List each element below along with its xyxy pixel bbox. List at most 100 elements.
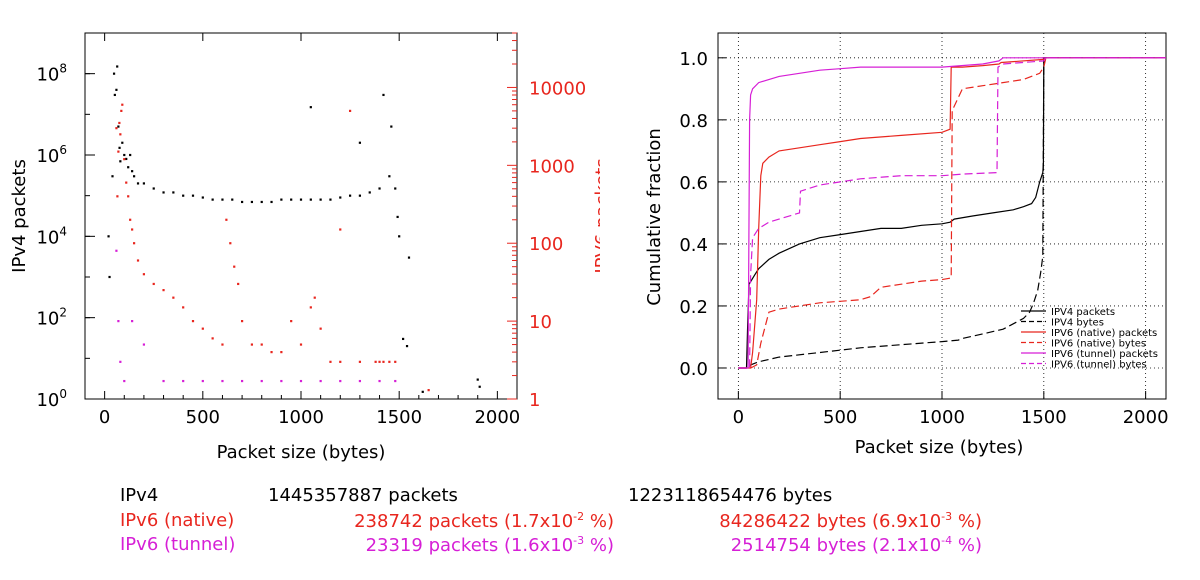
data-point xyxy=(142,343,146,346)
data-point xyxy=(339,360,342,363)
y-tick-label: 106 xyxy=(36,143,67,167)
data-point xyxy=(339,379,342,383)
data-point xyxy=(280,351,283,354)
byte-count: 2514754 bytes (2.1x10-4 %) xyxy=(730,534,982,556)
data-point xyxy=(394,187,397,190)
data-point xyxy=(119,160,122,163)
data-point xyxy=(309,306,312,309)
series-line xyxy=(738,57,1166,369)
y-tick-label: 1.0 xyxy=(679,49,708,70)
data-point xyxy=(358,379,362,383)
data-point xyxy=(191,194,195,197)
data-point xyxy=(107,235,110,238)
data-point xyxy=(378,360,381,363)
data-point xyxy=(116,65,119,68)
data-point xyxy=(260,379,263,383)
data-point xyxy=(201,196,204,199)
data-point xyxy=(358,360,362,363)
data-point xyxy=(191,320,195,323)
data-point xyxy=(280,379,283,383)
y-tick-label: 104 xyxy=(36,224,67,248)
data-point xyxy=(127,195,130,198)
data-point xyxy=(117,150,120,153)
x-axis-label: Packet size (bytes) xyxy=(217,442,386,463)
x-tick-label: 1500 xyxy=(376,407,422,428)
data-point xyxy=(221,198,224,201)
data-point xyxy=(231,198,234,201)
data-point xyxy=(329,198,332,201)
series-0 xyxy=(107,65,481,393)
data-point xyxy=(116,195,119,198)
data-point xyxy=(382,93,385,97)
data-point xyxy=(162,289,165,292)
data-point xyxy=(240,200,244,204)
data-point xyxy=(319,198,322,201)
data-point xyxy=(319,379,322,383)
data-point xyxy=(123,158,126,161)
traffic-summary: IPv4 1445357887 packets 1223118654476 by… xyxy=(0,480,1200,580)
data-point xyxy=(119,360,122,363)
data-point xyxy=(129,218,132,221)
legend-label: IPV4 bytes xyxy=(1051,318,1104,329)
data-point xyxy=(182,194,185,197)
data-point xyxy=(313,296,316,299)
y-tick-label: 102 xyxy=(36,306,67,330)
data-point xyxy=(131,320,134,323)
data-point xyxy=(221,343,224,346)
data-point xyxy=(390,125,393,128)
data-point xyxy=(121,141,124,144)
data-point xyxy=(299,379,303,383)
x-tick-label: 1000 xyxy=(919,407,965,428)
data-point xyxy=(309,106,312,109)
data-point xyxy=(398,235,401,238)
data-point xyxy=(121,103,124,106)
data-point xyxy=(250,200,254,204)
byte-count: 1223118654476 bytes xyxy=(628,485,833,506)
data-point xyxy=(115,88,118,91)
data-point xyxy=(118,121,121,125)
data-point xyxy=(172,296,175,299)
data-point xyxy=(120,109,123,112)
y2-tick-label: 1 xyxy=(529,390,540,411)
data-point xyxy=(115,127,118,130)
series-2 xyxy=(115,249,397,383)
data-point xyxy=(233,265,236,268)
data-point xyxy=(339,228,342,231)
legend-label: IPV4 packets xyxy=(1051,307,1115,318)
data-point xyxy=(280,198,283,201)
data-point xyxy=(125,157,128,161)
series-line xyxy=(738,57,1166,369)
data-point xyxy=(270,351,273,354)
data-point xyxy=(125,181,128,184)
data-point xyxy=(211,337,214,340)
data-point xyxy=(378,379,381,383)
data-point xyxy=(394,360,397,363)
row-label: IPv4 xyxy=(120,485,159,506)
series-line xyxy=(738,57,1166,369)
data-point xyxy=(250,343,254,346)
y-tick-label: 100 xyxy=(36,387,67,411)
data-point xyxy=(108,275,111,279)
data-point xyxy=(123,153,126,157)
data-point xyxy=(348,109,352,112)
row-label: IPv6 (native) xyxy=(120,510,235,531)
data-point xyxy=(476,378,479,381)
packet-count: 1445357887 packets xyxy=(268,485,458,506)
packet-count: 23319 packets (1.6x10-3 %) xyxy=(365,534,614,556)
data-point xyxy=(319,327,322,330)
x-tick-label: 2000 xyxy=(474,407,520,428)
data-point xyxy=(162,379,165,383)
data-point xyxy=(117,320,120,323)
y-tick-label: 108 xyxy=(36,62,67,86)
data-point xyxy=(290,198,293,201)
data-point xyxy=(237,282,240,286)
x-tick-label: 500 xyxy=(186,407,220,428)
data-point xyxy=(348,194,352,197)
data-point xyxy=(131,228,134,231)
y2-tick-label: 1000 xyxy=(529,156,575,177)
row-label: IPv6 (tunnel) xyxy=(120,534,236,555)
data-point xyxy=(374,360,377,363)
data-point xyxy=(131,170,134,173)
x-tick-label: 1500 xyxy=(1021,407,1067,428)
